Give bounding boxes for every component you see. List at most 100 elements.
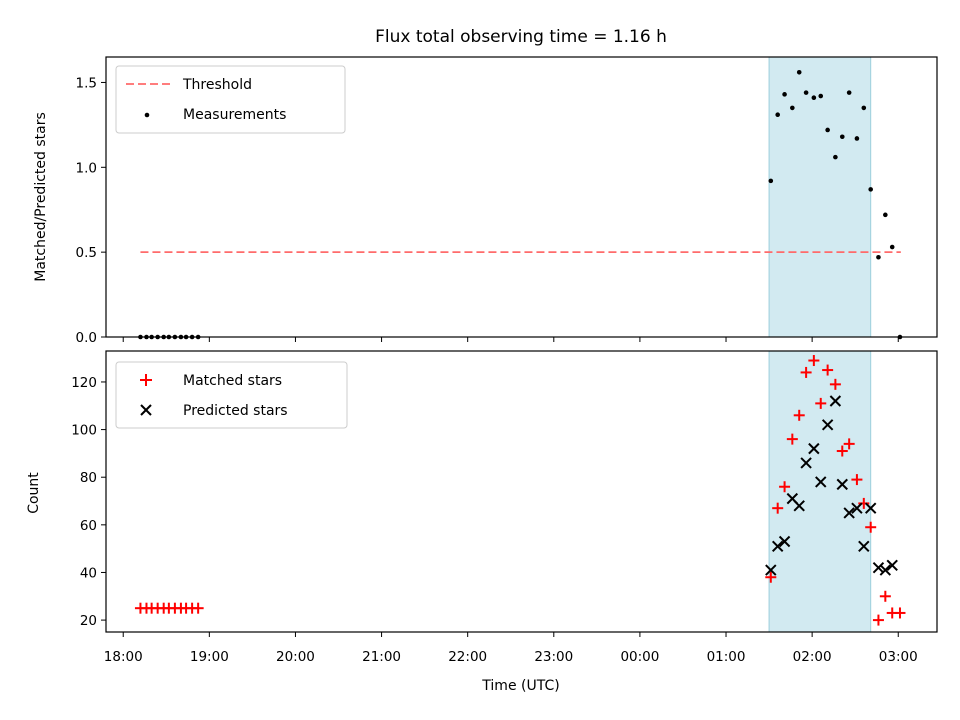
predicted-stars-points [765,395,898,576]
measurement-point [846,90,852,95]
measurement-point [876,254,881,260]
bottom-y-tick-label: 100 [71,423,97,439]
bottom-y-tick-label: 60 [80,518,97,534]
predicted-star-point [879,564,892,576]
threshold-legend-label: Threshold [182,77,252,93]
bottom-y-tick-label: 80 [80,470,97,486]
measurement-point [796,69,802,75]
top-y-tick-label: 0.5 [76,245,97,261]
matched-legend-swatch [140,374,152,386]
predicted-star-point [864,502,877,514]
measurement-point [768,178,774,184]
predicted-star-point [843,507,855,519]
predicted-star-point [851,502,863,514]
measurement-point [833,154,838,160]
bottom-y-axis-label: Count [26,472,42,514]
measurement-point [775,112,780,117]
x-tick-label: 00:00 [620,649,659,665]
matched-star-point [772,502,784,514]
bottom-legend: Matched stars Predicted stars [115,361,348,429]
measurements-legend-label: Measurements [183,107,286,123]
matched-star-point [779,481,791,493]
measurements-legend-swatch [144,112,150,118]
x-axis-label: Time (UTC) [481,678,559,694]
bottom-x-ticks: 18:00 19:00 20:00 21:00 22:00 23:00 00:00 01:00… [104,632,918,665]
matched-star-point [815,397,827,409]
x-tick-label: 18:00 [104,649,143,665]
measurement-point [839,134,845,140]
measurement-point [854,136,860,141]
matched-legend-label: Matched stars [183,373,282,389]
predicted-star-point [836,478,848,491]
top-y-axis-label: Matched/Predicted stars [33,112,49,282]
predicted-star-point [815,476,827,488]
matched-star-point [894,607,906,619]
chart-title: Flux total observing time = 1.16 h [375,27,667,47]
bottom-panel: 20 40 60 80 100 120 18:00 19:00 20:00 21:00 22:00… [26,350,938,694]
bottom-y-ticks: 20 40 60 80 100 120 [71,375,106,629]
matched-star-point [786,433,798,445]
matched-star-point [793,409,805,421]
measurement-point [803,90,809,95]
predicted-legend-swatch [140,404,152,416]
matched-star-point [865,521,877,533]
top-y-tick-label: 1.0 [76,160,97,176]
x-tick-label: 19:00 [190,649,229,665]
bottom-y-tick-label: 40 [80,565,97,581]
measurement-point [889,244,895,250]
matched-stars-points [134,355,906,626]
predicted-star-point [829,395,842,407]
matched-star-point [765,571,777,583]
matched-star-point [829,378,841,390]
matched-star-point [836,445,848,457]
matched-star-point [192,602,204,614]
measurement-point [811,95,817,101]
bottom-legend-box [115,361,348,429]
matched-star-point [851,474,863,486]
measurement-point [790,105,795,111]
matched-star-point [872,614,884,626]
top-y-tick-label: 0.0 [76,330,97,346]
bottom-axes-frame [105,350,938,633]
x-tick-label: 22:00 [448,649,487,665]
top-y-tick-label: 1.5 [76,75,97,91]
measurement-point [782,92,787,97]
top-y-ticks: 0.0 0.5 1.0 1.5 [76,75,106,346]
matched-star-point [808,355,820,367]
predicted-star-point [872,561,885,574]
predicted-star-point [858,540,870,552]
measurement-point [861,105,867,111]
measurement-point [818,93,824,99]
matched-star-point [843,438,855,450]
top-shaded-interval [768,56,872,338]
predicted-star-point [778,535,791,548]
bottom-shaded-interval [768,350,872,633]
x-tick-label: 03:00 [879,649,918,665]
predicted-legend-label: Predicted stars [183,403,288,419]
matched-star-point [879,590,891,602]
x-tick-label: 02:00 [793,649,832,665]
top-x-ticks [122,337,899,342]
measurement-point [883,212,888,218]
predicted-star-point [886,559,898,572]
measurement-point [825,127,830,133]
predicted-star-point [771,540,784,552]
matched-star-point [858,497,870,509]
top-legend: Threshold Measurements [115,65,346,134]
predicted-star-point [800,457,812,469]
top-panel: 0.0 0.5 1.0 1.5 Matched/Predicted stars Thr… [33,56,938,346]
bottom-y-tick-label: 120 [71,375,97,391]
matched-star-point [822,364,834,376]
measurement-point [868,187,873,192]
x-tick-label: 20:00 [276,649,315,665]
predicted-star-point [821,419,834,431]
bottom-y-tick-label: 20 [80,613,97,629]
x-tick-label: 01:00 [707,649,746,665]
x-tick-label: 23:00 [534,649,573,665]
predicted-star-point [765,564,777,576]
matched-star-point [800,366,812,378]
x-tick-label: 21:00 [362,649,401,665]
top-axes-frame [105,56,938,338]
predicted-star-point [808,442,820,455]
